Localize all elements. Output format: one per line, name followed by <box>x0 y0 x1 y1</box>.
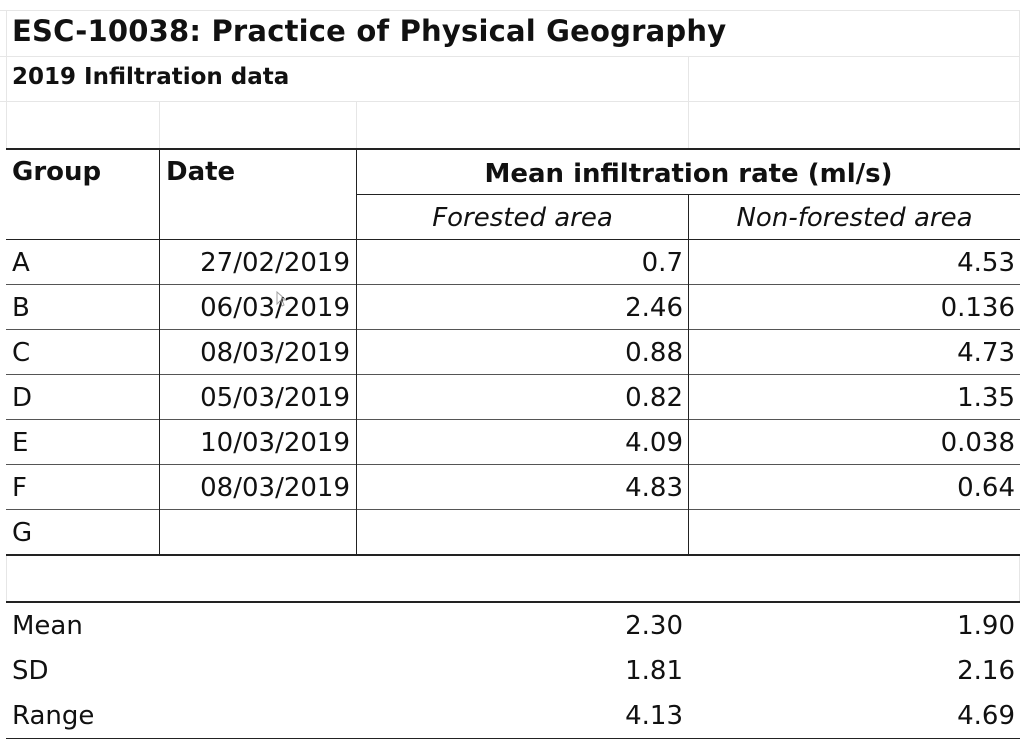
header-group: Group <box>12 157 102 187</box>
forested-value-cell: 0.82 <box>625 383 683 413</box>
row-divider <box>6 284 1020 285</box>
summary-label-range: Range <box>12 701 95 731</box>
date-cell: 08/03/2019 <box>200 338 350 368</box>
table-top-border <box>6 148 1020 150</box>
non-forested-value-cell: 4.73 <box>957 338 1015 368</box>
grid-line <box>688 56 689 148</box>
mouse-pointer-icon <box>276 291 288 307</box>
date-cell <box>160 511 350 555</box>
date-cell: 08/03/2019 <box>200 473 350 503</box>
row-divider <box>6 374 1020 375</box>
summary-non-forested-value: 1.90 <box>957 611 1015 641</box>
column-divider <box>159 148 160 556</box>
forested-value-cell: 4.09 <box>625 428 683 458</box>
group-cell: B <box>12 293 30 323</box>
row-divider <box>6 419 1020 420</box>
group-cell: F <box>12 473 27 503</box>
document-subtitle: 2019 Infiltration data <box>12 64 290 90</box>
summary-non-forested-value: 2.16 <box>957 656 1015 686</box>
group-cell: D <box>12 383 33 413</box>
summary-forested-value: 2.30 <box>625 611 683 641</box>
summary-non-forested-value: 4.69 <box>957 701 1015 731</box>
non-forested-value-cell: 0.136 <box>940 293 1015 323</box>
grid-line <box>356 101 357 148</box>
grid-line <box>6 556 7 601</box>
grid-line <box>6 10 7 148</box>
group-cell: C <box>12 338 31 368</box>
group-cell: E <box>12 428 29 458</box>
header-mean-infiltration-rate: Mean infiltration rate (ml/s) <box>484 159 893 189</box>
date-cell: 10/03/2019 <box>200 428 350 458</box>
non-forested-value-cell: 1.35 <box>957 383 1015 413</box>
group-cell: G <box>12 518 33 548</box>
header-forested-area: Forested area <box>432 203 613 233</box>
forested-value-cell: 4.83 <box>625 473 683 503</box>
column-divider <box>688 194 689 556</box>
non-forested-value-cell <box>689 511 1015 555</box>
summary-label-sd: SD <box>12 656 49 686</box>
column-divider <box>356 148 357 556</box>
date-cell: 05/03/2019 <box>200 383 350 413</box>
date-cell: 27/02/2019 <box>200 248 350 278</box>
summary-top-border <box>6 601 1020 603</box>
forested-value-cell <box>357 511 683 555</box>
grid-line <box>1019 10 1020 148</box>
header-bottom-border <box>6 239 1020 240</box>
table-bottom-border <box>6 554 1020 556</box>
forested-value-cell: 0.88 <box>625 338 683 368</box>
grid-line <box>0 101 1020 102</box>
header-non-forested-area: Non-forested area <box>736 203 973 233</box>
row-divider <box>6 509 1020 510</box>
group-cell: A <box>12 248 30 278</box>
non-forested-value-cell: 4.53 <box>957 248 1015 278</box>
grid-line <box>0 56 1020 57</box>
header-date: Date <box>166 157 236 187</box>
non-forested-value-cell: 0.64 <box>957 473 1015 503</box>
summary-label-mean: Mean <box>12 611 83 641</box>
grid-line <box>0 10 1020 11</box>
summary-forested-value: 1.81 <box>625 656 683 686</box>
forested-value-cell: 0.7 <box>641 248 683 278</box>
row-divider <box>6 329 1020 330</box>
row-divider <box>6 464 1020 465</box>
forested-value-cell: 2.46 <box>625 293 683 323</box>
grid-line <box>1019 556 1020 601</box>
summary-forested-value: 4.13 <box>625 701 683 731</box>
summary-bottom-border <box>6 738 1020 739</box>
non-forested-value-cell: 0.038 <box>940 428 1015 458</box>
grid-line <box>159 101 160 148</box>
document-title: ESC-10038: Practice of Physical Geograph… <box>12 14 727 48</box>
date-cell: 06/03/2019 <box>200 293 350 323</box>
